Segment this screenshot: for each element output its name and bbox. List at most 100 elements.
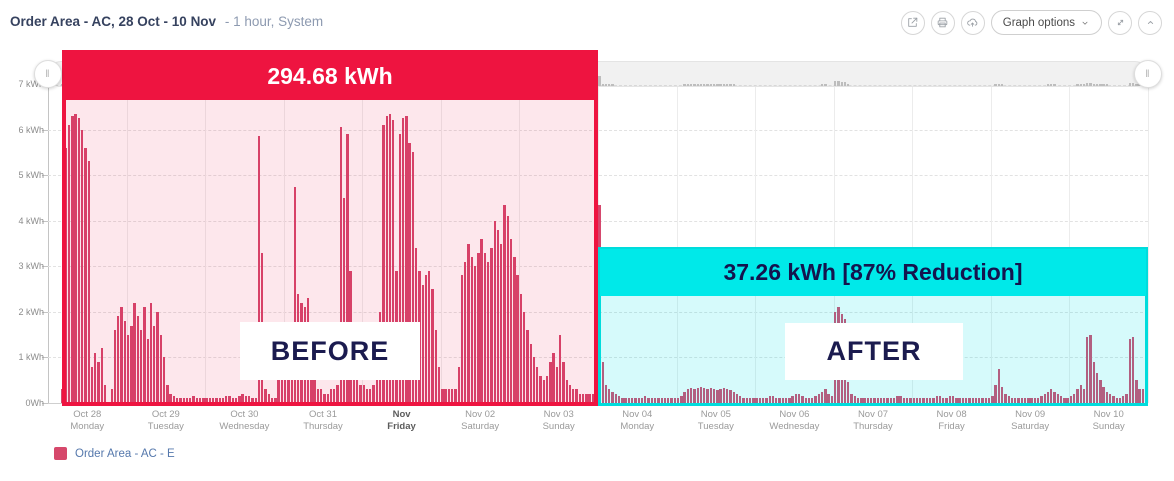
bar (1079, 384, 1082, 403)
x-axis-label: Oct 30 Wednesday (219, 409, 270, 432)
after-total-banner: 37.26 kWh [87% Reduction] (600, 249, 1146, 296)
bar (1118, 397, 1122, 403)
bar (185, 398, 189, 403)
bar (565, 380, 568, 403)
bar (981, 398, 984, 403)
bar (342, 197, 346, 403)
bar (290, 366, 293, 403)
bar (650, 398, 654, 403)
graph-options-label: Graph options (1002, 16, 1075, 29)
bar (467, 243, 470, 403)
page-subtitle: - 1 hour, System (224, 14, 324, 29)
bar (143, 307, 146, 403)
bar (1010, 397, 1014, 403)
bar (830, 396, 834, 403)
bar (585, 393, 588, 403)
bar (971, 398, 974, 403)
graph-options-button[interactable]: Graph options (990, 10, 1102, 35)
bar (555, 366, 559, 403)
bar (1027, 397, 1030, 403)
bar (621, 398, 624, 403)
x-axis-label: Nov 07 Thursday (853, 409, 893, 432)
bar (369, 389, 372, 403)
bar (248, 396, 251, 403)
bar (483, 252, 487, 403)
scrollbar-preview-bar (686, 84, 690, 86)
bar (801, 396, 804, 403)
bar (411, 152, 415, 403)
bar (667, 398, 670, 403)
y-tick-mark (42, 311, 48, 313)
scrollbar-handle-left[interactable]: ‖ (34, 60, 62, 88)
bar (653, 398, 657, 403)
bar (847, 382, 850, 403)
bar (356, 380, 359, 403)
scrollbar-preview-bar (820, 84, 824, 86)
bar (87, 161, 90, 403)
bar (388, 113, 392, 403)
bar (1076, 389, 1079, 403)
bar (375, 380, 379, 403)
bar (175, 398, 179, 403)
bar (398, 134, 401, 403)
cloud-upload-button[interactable] (960, 10, 985, 35)
vertical-gridline (990, 84, 992, 403)
bar (591, 393, 595, 403)
bar (464, 261, 467, 403)
bar (284, 361, 287, 403)
bar (486, 261, 490, 403)
bar (627, 398, 631, 403)
bar (323, 393, 326, 403)
bar (552, 352, 555, 403)
bar (974, 398, 978, 403)
open-in-new-button[interactable] (900, 10, 925, 35)
bar (359, 384, 362, 403)
chevron-down-icon (1082, 21, 1088, 25)
bar (1014, 398, 1017, 403)
legend-item[interactable]: Order Area - AC - E (54, 447, 175, 460)
resize-button[interactable] (1108, 10, 1132, 35)
bar (326, 393, 329, 403)
collapse-button[interactable] (1138, 10, 1162, 35)
bar (617, 396, 621, 403)
bar (928, 398, 932, 403)
print-button[interactable] (930, 10, 955, 35)
y-tick-mark (42, 220, 48, 222)
scrollbar-preview-bar (706, 84, 709, 86)
x-axis-label: Nov 04 Monday (620, 409, 655, 432)
bar (536, 366, 539, 403)
printer-icon (937, 17, 948, 28)
scrollbar-preview-bar (604, 84, 608, 86)
bar (912, 398, 915, 403)
bar (755, 398, 758, 403)
bar (1059, 396, 1063, 403)
bar (162, 357, 166, 403)
bar (542, 380, 545, 403)
y-axis-label: 0Wh (25, 398, 44, 408)
scrollbar-handle-right[interactable]: ‖ (1134, 60, 1162, 88)
y-tick-mark (42, 403, 48, 404)
bar (310, 357, 313, 403)
scrollbar-preview-bar (693, 84, 696, 86)
bar (951, 396, 955, 403)
bar (997, 368, 1001, 403)
bar (211, 398, 215, 403)
y-axis-label: 6 kWh (18, 124, 44, 135)
bar (103, 384, 107, 403)
bar (575, 389, 578, 403)
bar (333, 389, 336, 403)
scrollbar-preview-bar (843, 81, 847, 86)
bar (277, 375, 280, 403)
bar (693, 389, 696, 403)
scrollbar-preview-bar (725, 84, 729, 86)
scrollbar-preview-bar (729, 84, 732, 86)
bar (958, 398, 961, 403)
scrollbar-preview-bar (847, 84, 850, 86)
bar (827, 393, 830, 403)
scrollbar-preview-bar (840, 81, 843, 86)
bar (761, 398, 765, 403)
bar (771, 396, 775, 403)
bar (640, 397, 644, 403)
bar (614, 393, 618, 403)
bar (136, 316, 140, 403)
